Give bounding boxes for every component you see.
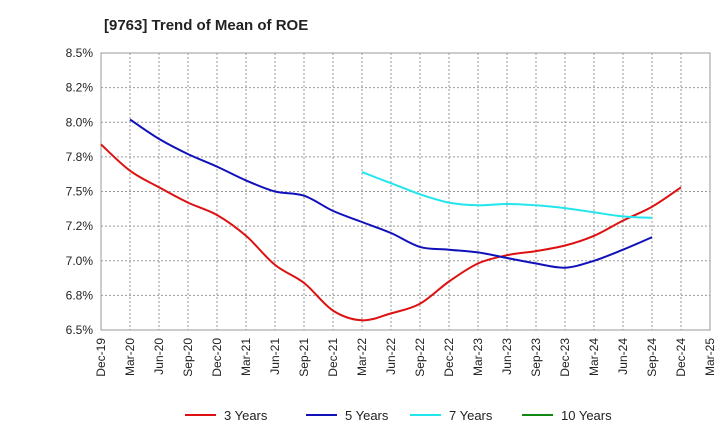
x-tick-label: Mar-22 [355, 338, 369, 376]
grid [101, 53, 710, 330]
legend-label-10-years: 10 Years [561, 408, 612, 423]
y-tick-label: 8.2% [66, 81, 94, 95]
x-tick-label: Jun-23 [500, 338, 514, 375]
x-tick-label: Jun-21 [268, 338, 282, 375]
x-axis: Dec-19 Mar-20 Jun-20 Sep-20 Dec-20 Mar-21 Jun-… [94, 338, 717, 377]
series-line-5-years [129, 118, 653, 269]
x-tick-label: Mar-24 [587, 338, 601, 376]
legend: 3 Years 5 Years 7 Years 10 Years [185, 408, 612, 423]
series-line-7-years [361, 171, 653, 219]
x-tick-label: Jun-24 [616, 338, 630, 375]
x-tick-label: Sep-22 [413, 338, 427, 377]
x-tick-label: Sep-23 [529, 338, 543, 377]
x-tick-label: Mar-20 [123, 338, 137, 376]
plot-area [100, 52, 711, 331]
chart-title: [9763] Trend of Mean of ROE [104, 17, 308, 34]
x-tick-label: Dec-20 [210, 338, 224, 377]
y-tick-label: 6.8% [66, 288, 94, 302]
x-tick-label: Dec-22 [442, 338, 456, 377]
y-tick-label: 8.0% [66, 115, 94, 129]
x-tick-label: Dec-21 [326, 338, 340, 377]
x-tick-label: Jun-20 [152, 338, 166, 375]
x-tick-label: Mar-25 [703, 338, 717, 376]
y-axis: 6.5% 6.8% 7.0% 7.2% 7.5% 7.8% 8.0% 8.2% 8.5% [66, 46, 94, 337]
legend-label-7-years: 7 Years [449, 408, 493, 423]
x-tick-label: Sep-20 [181, 338, 195, 377]
x-tick-label: Sep-24 [645, 338, 659, 377]
x-tick-label: Mar-23 [471, 338, 485, 376]
y-tick-label: 7.5% [66, 185, 94, 199]
series-lines [100, 118, 682, 322]
y-tick-label: 6.5% [66, 323, 94, 337]
y-tick-label: 8.5% [66, 46, 94, 60]
x-tick-label: Dec-19 [94, 338, 108, 377]
x-tick-label: Mar-21 [239, 338, 253, 376]
x-tick-label: Dec-23 [558, 338, 572, 377]
y-tick-label: 7.0% [66, 254, 94, 268]
x-tick-label: Sep-21 [297, 338, 311, 377]
series-line-3-years [100, 143, 682, 322]
y-tick-label: 7.8% [66, 150, 94, 164]
x-tick-label: Dec-24 [674, 338, 688, 377]
legend-label-3-years: 3 Years [224, 408, 268, 423]
x-tick-label: Jun-22 [384, 338, 398, 375]
y-tick-label: 7.2% [66, 219, 94, 233]
legend-label-5-years: 5 Years [345, 408, 389, 423]
